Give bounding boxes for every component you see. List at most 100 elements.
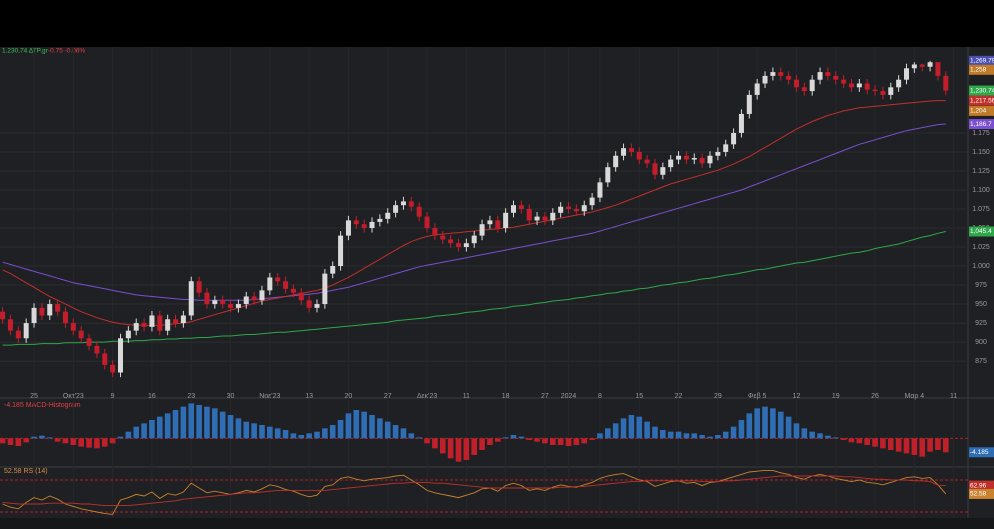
candle-body xyxy=(78,330,84,339)
histogram-bar xyxy=(408,433,415,439)
histogram-bar xyxy=(416,437,422,439)
price-tag-label: 1,269.79 xyxy=(970,58,994,65)
x-tick-label: 27 xyxy=(541,393,549,400)
histogram-bar xyxy=(683,433,690,439)
candle-body xyxy=(385,212,391,219)
candle-body xyxy=(23,323,29,339)
x-tick-label: Φεβ 5 xyxy=(748,393,767,400)
candle-body xyxy=(833,75,839,80)
candle-body xyxy=(118,338,123,373)
candle-body xyxy=(283,281,289,289)
moving-average xyxy=(2,123,946,301)
histogram-bar xyxy=(298,435,305,439)
candle-body xyxy=(566,206,572,209)
histogram-bar xyxy=(274,428,281,439)
rsi-title: 52.58 RSI(14) xyxy=(4,468,48,475)
histogram-bar xyxy=(377,418,383,439)
candle-body xyxy=(298,292,304,301)
candle-body xyxy=(47,304,53,316)
candle-body xyxy=(511,205,516,213)
x-tick-label: 29 xyxy=(714,393,722,400)
candle-body xyxy=(754,83,760,95)
histogram-bar xyxy=(94,438,100,449)
candle-body xyxy=(644,159,650,164)
candle-body xyxy=(848,83,854,88)
histogram-bar xyxy=(439,438,446,454)
candle-body xyxy=(463,243,469,248)
histogram-bar xyxy=(345,413,352,439)
histogram-bar xyxy=(691,433,698,439)
candle-body xyxy=(0,311,6,320)
histogram-bar xyxy=(589,438,595,440)
histogram-bar xyxy=(46,437,53,439)
candle-body xyxy=(353,220,359,225)
top-bar xyxy=(0,0,994,47)
price-tag xyxy=(969,447,994,458)
candle-body xyxy=(149,315,155,327)
candle-body xyxy=(558,206,564,213)
candle-body xyxy=(503,212,509,229)
histogram-bar xyxy=(887,438,894,450)
price-tag xyxy=(969,480,994,491)
candle-body xyxy=(911,64,917,69)
candle-body xyxy=(793,79,799,88)
candle-body xyxy=(275,277,281,282)
histogram-bar xyxy=(54,438,61,442)
histogram-bar xyxy=(101,438,108,447)
x-tick-label: 30 xyxy=(227,393,235,400)
candle-body xyxy=(943,75,949,91)
candle-body xyxy=(196,281,202,293)
candle-body xyxy=(809,79,815,92)
x-tick-label: 16 xyxy=(148,393,156,400)
candle-body xyxy=(157,315,163,331)
histogram-bar xyxy=(699,435,705,439)
candle-body xyxy=(479,224,485,236)
histogram-bar xyxy=(762,406,768,439)
candle-body xyxy=(55,304,61,312)
histogram-bar xyxy=(188,403,195,439)
histogram-bar xyxy=(935,438,941,450)
price-tag xyxy=(969,105,994,116)
histogram-bar xyxy=(15,438,22,446)
histogram-bar xyxy=(86,438,92,448)
candle-body xyxy=(243,296,249,305)
histogram-bar xyxy=(746,413,753,439)
histogram-bar xyxy=(487,438,493,445)
candle-body xyxy=(455,243,461,248)
histogram-bar xyxy=(825,435,831,439)
histogram-bar xyxy=(722,431,729,439)
candle-body xyxy=(731,132,737,145)
histogram-bar xyxy=(392,425,399,439)
candle-body xyxy=(872,89,878,92)
histogram-bar xyxy=(730,426,737,439)
histogram-bar xyxy=(911,438,918,455)
candle-body xyxy=(935,62,941,76)
x-tick-label: 23 xyxy=(187,393,195,400)
candle-body xyxy=(440,235,446,240)
x-tick-label: 8 xyxy=(598,393,602,400)
candle-body xyxy=(919,64,925,67)
candle-body xyxy=(534,216,540,221)
histogram-bar xyxy=(872,438,878,447)
histogram-bar xyxy=(903,438,910,454)
y-tick-label: 925 xyxy=(975,320,987,327)
histogram-bar xyxy=(612,423,619,439)
histogram-bar xyxy=(314,431,320,439)
candle-body xyxy=(542,216,548,221)
histogram-bar xyxy=(895,438,902,452)
x-tick-label: Νοε'23 xyxy=(259,393,280,400)
y-tick-label: 1.125 xyxy=(972,168,990,175)
candle-body xyxy=(212,300,218,305)
candle-body xyxy=(605,167,611,183)
candle-body xyxy=(39,307,45,316)
y-tick-label: 950 xyxy=(975,301,987,308)
histogram-bar xyxy=(542,438,548,444)
candle-body xyxy=(102,353,108,365)
histogram-bar xyxy=(832,437,839,439)
candle-body xyxy=(691,158,697,160)
candle-body xyxy=(306,300,312,308)
histogram-bar xyxy=(479,438,485,450)
price-tag-label: 1,217.56 xyxy=(970,97,994,104)
histogram-bar xyxy=(644,421,650,439)
